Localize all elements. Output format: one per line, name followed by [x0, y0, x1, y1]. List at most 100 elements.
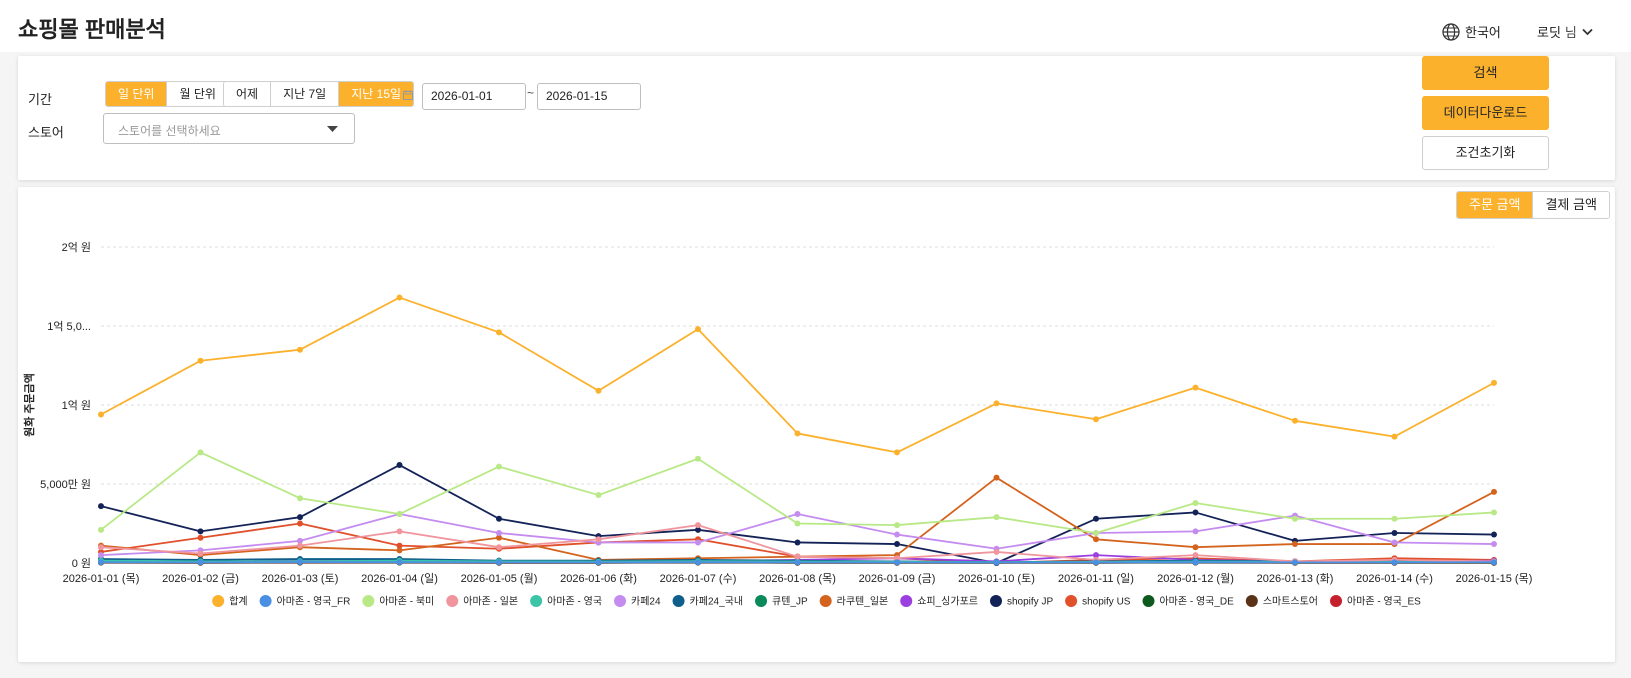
- calendar-icon: [403, 90, 413, 100]
- x-tick-label: 2026-01-05 (월): [461, 572, 538, 585]
- chart-panel: 0 원 5,000만 원 1억 원 1억 5,0... 2억 원 원화 주문금액 2026-…: [18, 187, 1615, 662]
- legend-label: 아마존 - 영국: [547, 596, 602, 608]
- start-date-input[interactable]: 2026-01-01: [422, 83, 526, 110]
- legend-label: 아마존 - 영국_FR: [277, 596, 351, 608]
- data-point: [894, 531, 900, 538]
- x-tick-label: 2026-01-08 (목): [759, 572, 836, 585]
- x-tick-label: 2026-01-10 (토): [958, 573, 1035, 585]
- data-point: [297, 346, 303, 353]
- data-point: [1192, 559, 1199, 566]
- legend-marker: [672, 595, 685, 607]
- language-label: 한국어: [1465, 25, 1501, 40]
- legend-marker: [900, 595, 913, 607]
- store-select[interactable]: 스토어를 선택하세요: [103, 113, 355, 144]
- caret-down-icon: [327, 126, 338, 132]
- y-tick-label: 1억 5,0...: [47, 320, 91, 333]
- data-point: [1093, 559, 1099, 566]
- data-point: [993, 400, 1000, 407]
- page-title: 쇼핑몰 판매분석: [18, 17, 166, 42]
- data-point: [396, 462, 403, 469]
- legend-label: 카페24_국내: [690, 596, 744, 608]
- legend-item: 큐텐_JP: [755, 595, 808, 608]
- legend-marker: [530, 595, 543, 607]
- legend-label: 합계: [229, 596, 247, 608]
- search-button[interactable]: 검색: [1422, 56, 1549, 90]
- reset-button-label: 조건초기화: [1455, 145, 1516, 160]
- legend-marker: [819, 595, 832, 607]
- data-point: [1292, 541, 1298, 548]
- data-point: [98, 526, 104, 533]
- data-point: [993, 514, 1000, 521]
- range-toggle: 어제 지난 7일 지난 15일: [223, 81, 415, 107]
- legend-label: 큐텐_JP: [772, 596, 808, 608]
- data-point: [695, 522, 701, 529]
- data-point: [894, 449, 900, 456]
- data-point: [1292, 515, 1298, 522]
- period-label: 기간: [28, 92, 52, 107]
- language-selector[interactable]: 한국어: [1442, 22, 1501, 41]
- legend-item: 아마존 - 일본: [446, 595, 518, 608]
- data-point: [1093, 529, 1099, 536]
- data-point: [695, 455, 701, 462]
- download-button[interactable]: 데이터다운로드: [1422, 96, 1549, 130]
- data-point: [197, 357, 204, 364]
- data-point: [98, 544, 104, 551]
- series-line: [100, 513, 1495, 556]
- end-date-input[interactable]: 2026-01-15: [537, 83, 641, 110]
- data-point: [1192, 499, 1199, 506]
- data-point: [1192, 544, 1199, 551]
- data-point: [1491, 531, 1497, 538]
- data-point: [496, 463, 502, 470]
- download-button-label: 데이터다운로드: [1443, 105, 1528, 120]
- user-name: 로딧: [1537, 25, 1561, 40]
- payment-amount-button[interactable]: 결제 금액: [1533, 192, 1609, 218]
- legend-label: 아마존 - 영국_DE: [1159, 596, 1234, 608]
- unit-month-button[interactable]: 월 단위: [167, 82, 228, 106]
- data-point: [1093, 416, 1099, 423]
- data-point: [197, 559, 204, 566]
- store-select-placeholder: 스토어를 선택하세요: [118, 124, 221, 138]
- date-separator: ~: [527, 86, 535, 100]
- legend-label: 아마존 - 영국_ES: [1347, 596, 1421, 608]
- order-amount-button[interactable]: 주문 금액: [1457, 192, 1534, 218]
- data-point: [1391, 539, 1398, 546]
- data-point: [297, 495, 303, 502]
- series-line: [100, 476, 1495, 561]
- y-tick-label: 0 원: [72, 557, 91, 570]
- legend-marker: [1245, 595, 1258, 607]
- x-tick-label: 2026-01-09 (금): [859, 573, 936, 585]
- y-tick-label: 5,000만 원: [40, 478, 91, 491]
- user-menu[interactable]: 로딧 님: [1537, 22, 1593, 41]
- data-point: [794, 511, 801, 518]
- data-point: [595, 492, 602, 499]
- data-point: [894, 522, 900, 529]
- legend-item: 아마존 - 영국_DE: [1142, 595, 1234, 608]
- data-point: [1491, 488, 1497, 495]
- x-tick-label: 2026-01-06 (화): [560, 572, 637, 585]
- reset-button[interactable]: 조건초기화: [1422, 136, 1549, 170]
- legend-marker: [446, 595, 459, 607]
- legend-label: 쇼피_싱가포르: [917, 596, 978, 608]
- data-point: [496, 329, 502, 336]
- unit-day-button[interactable]: 일 단위: [106, 82, 168, 106]
- data-point: [595, 387, 602, 394]
- range-15days-button[interactable]: 지난 15일: [339, 82, 414, 106]
- legend-item: 라쿠텐_일본: [819, 595, 889, 608]
- x-tick-label: 2026-01-14 (수): [1356, 572, 1433, 585]
- range-yesterday-button[interactable]: 어제: [224, 82, 272, 106]
- legend-label: 카페24: [631, 596, 661, 608]
- data-point: [396, 547, 403, 554]
- x-tick-label: 2026-01-01 (목): [63, 572, 140, 585]
- x-tick-label: 2026-01-12 (월): [1157, 572, 1234, 585]
- data-point: [993, 559, 1000, 566]
- data-point: [396, 542, 403, 549]
- data-point: [396, 528, 403, 535]
- data-point: [1391, 559, 1398, 566]
- legend-label: 라쿠텐_일본: [837, 596, 889, 608]
- data-point: [1292, 417, 1298, 424]
- data-point: [894, 541, 900, 548]
- data-point: [1491, 559, 1497, 566]
- range-7days-button[interactable]: 지난 7일: [271, 82, 340, 106]
- legend-marker: [1330, 595, 1343, 607]
- data-point: [1093, 515, 1099, 522]
